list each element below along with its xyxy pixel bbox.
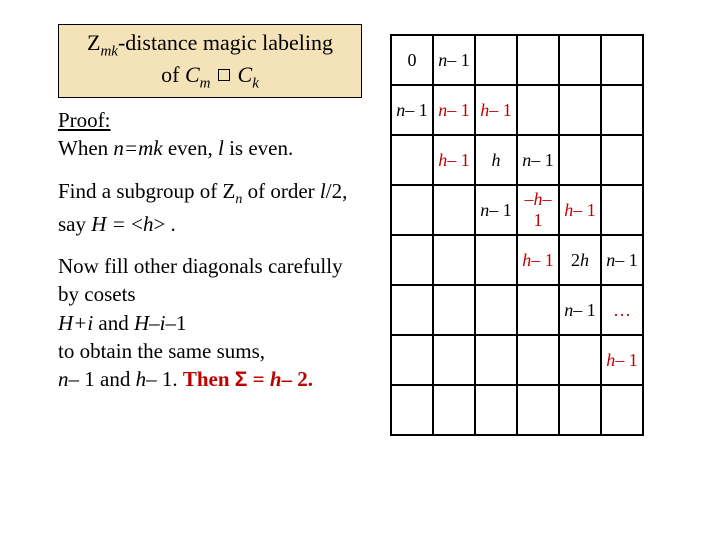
diagonal-grid: 0 n– 1 n– 1 n– 1 h– 1 h– 1 h n– 1 n– 1 –… — [390, 34, 644, 436]
grid-row: n– 1 n– 1 h– 1 — [391, 85, 643, 135]
cell: n– 1 — [475, 185, 517, 235]
grid-row — [391, 385, 643, 435]
cell: n– 1 — [391, 85, 433, 135]
title-line1: Zmk-distance magic labeling — [87, 30, 333, 55]
cell: –h– 1 — [517, 185, 559, 235]
cartesian-box-icon — [218, 69, 230, 81]
grid-row: 0 n– 1 — [391, 35, 643, 85]
cell: n– 1 — [559, 285, 601, 335]
title-line2: of Cm Ck — [161, 62, 259, 87]
cell: n– 1 — [433, 35, 475, 85]
cell: … — [601, 285, 643, 335]
cell: 2h — [559, 235, 601, 285]
cell: h– 1 — [601, 335, 643, 385]
cell: h– 1 — [517, 235, 559, 285]
cell: n– 1 — [601, 235, 643, 285]
cell: 0 — [391, 35, 433, 85]
cell: h– 1 — [475, 85, 517, 135]
grid-row: h– 1 — [391, 335, 643, 385]
proof-text: Proof: When n=mk even, l is even. Find a… — [58, 106, 348, 409]
grid-row: h– 1 2h n– 1 — [391, 235, 643, 285]
cell: h — [475, 135, 517, 185]
cell: h– 1 — [559, 185, 601, 235]
grid-row: n– 1 –h– 1 h– 1 — [391, 185, 643, 235]
grid-row: h– 1 h n– 1 — [391, 135, 643, 185]
proof-heading: Proof: — [58, 108, 111, 132]
grid-row: n– 1 … — [391, 285, 643, 335]
cell: n– 1 — [433, 85, 475, 135]
cell: h– 1 — [433, 135, 475, 185]
cell: n– 1 — [517, 135, 559, 185]
title-box: Zmk-distance magic labeling of Cm Ck — [58, 24, 362, 98]
